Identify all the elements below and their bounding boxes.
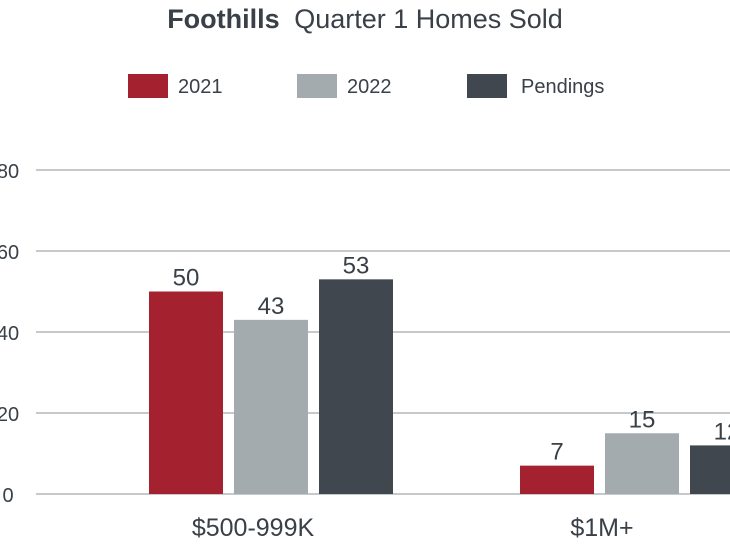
chart-title: Foothills Quarter 1 Homes Sold <box>167 4 563 34</box>
legend-swatch-2021 <box>128 74 168 98</box>
y-tick-label-0: 0 <box>2 485 13 507</box>
bar-pendings-0 <box>319 279 393 494</box>
x-tick-label-1: $1M+ <box>570 514 633 542</box>
y-tick-label-60: 60 <box>0 242 19 264</box>
y-axis-ticks: 0 20 40 60 80 <box>0 161 19 507</box>
data-label-2022-0: 43 <box>258 293 285 320</box>
bar-2021-0 <box>149 291 223 494</box>
y-tick-label-20: 20 <box>0 404 19 426</box>
legend-label-2021: 2021 <box>178 76 223 98</box>
legend-swatch-2022 <box>297 74 337 98</box>
legend-label-pendings: Pendings <box>521 76 604 98</box>
bar-2021-1 <box>520 465 594 494</box>
y-tick-label-40: 40 <box>0 323 19 345</box>
y-tick-label-80: 80 <box>0 161 19 183</box>
legend-swatch-pendings <box>467 74 507 98</box>
chart-title-regular: Quarter 1 Homes Sold <box>294 4 563 34</box>
legend: 2021 2022 Pendings <box>128 74 604 98</box>
data-label-2021-1: 7 <box>550 439 563 466</box>
x-tick-label-0: $500-999K <box>192 514 315 542</box>
data-label-2022-1: 15 <box>629 406 656 433</box>
bar-2022-0 <box>234 319 308 494</box>
data-label-pendings-0: 53 <box>343 252 370 279</box>
data-label-2021-0: 50 <box>173 265 200 292</box>
bars: 50 43 53 7 15 12 <box>149 252 730 494</box>
bar-2022-1 <box>605 433 679 494</box>
bar-pendings-1 <box>690 445 730 494</box>
x-axis-labels: $500-999K $1M+ <box>192 514 634 542</box>
data-label-pendings-1: 12 <box>714 418 730 445</box>
chart-title-bold: Foothills <box>167 4 279 34</box>
legend-label-2022: 2022 <box>347 76 392 98</box>
